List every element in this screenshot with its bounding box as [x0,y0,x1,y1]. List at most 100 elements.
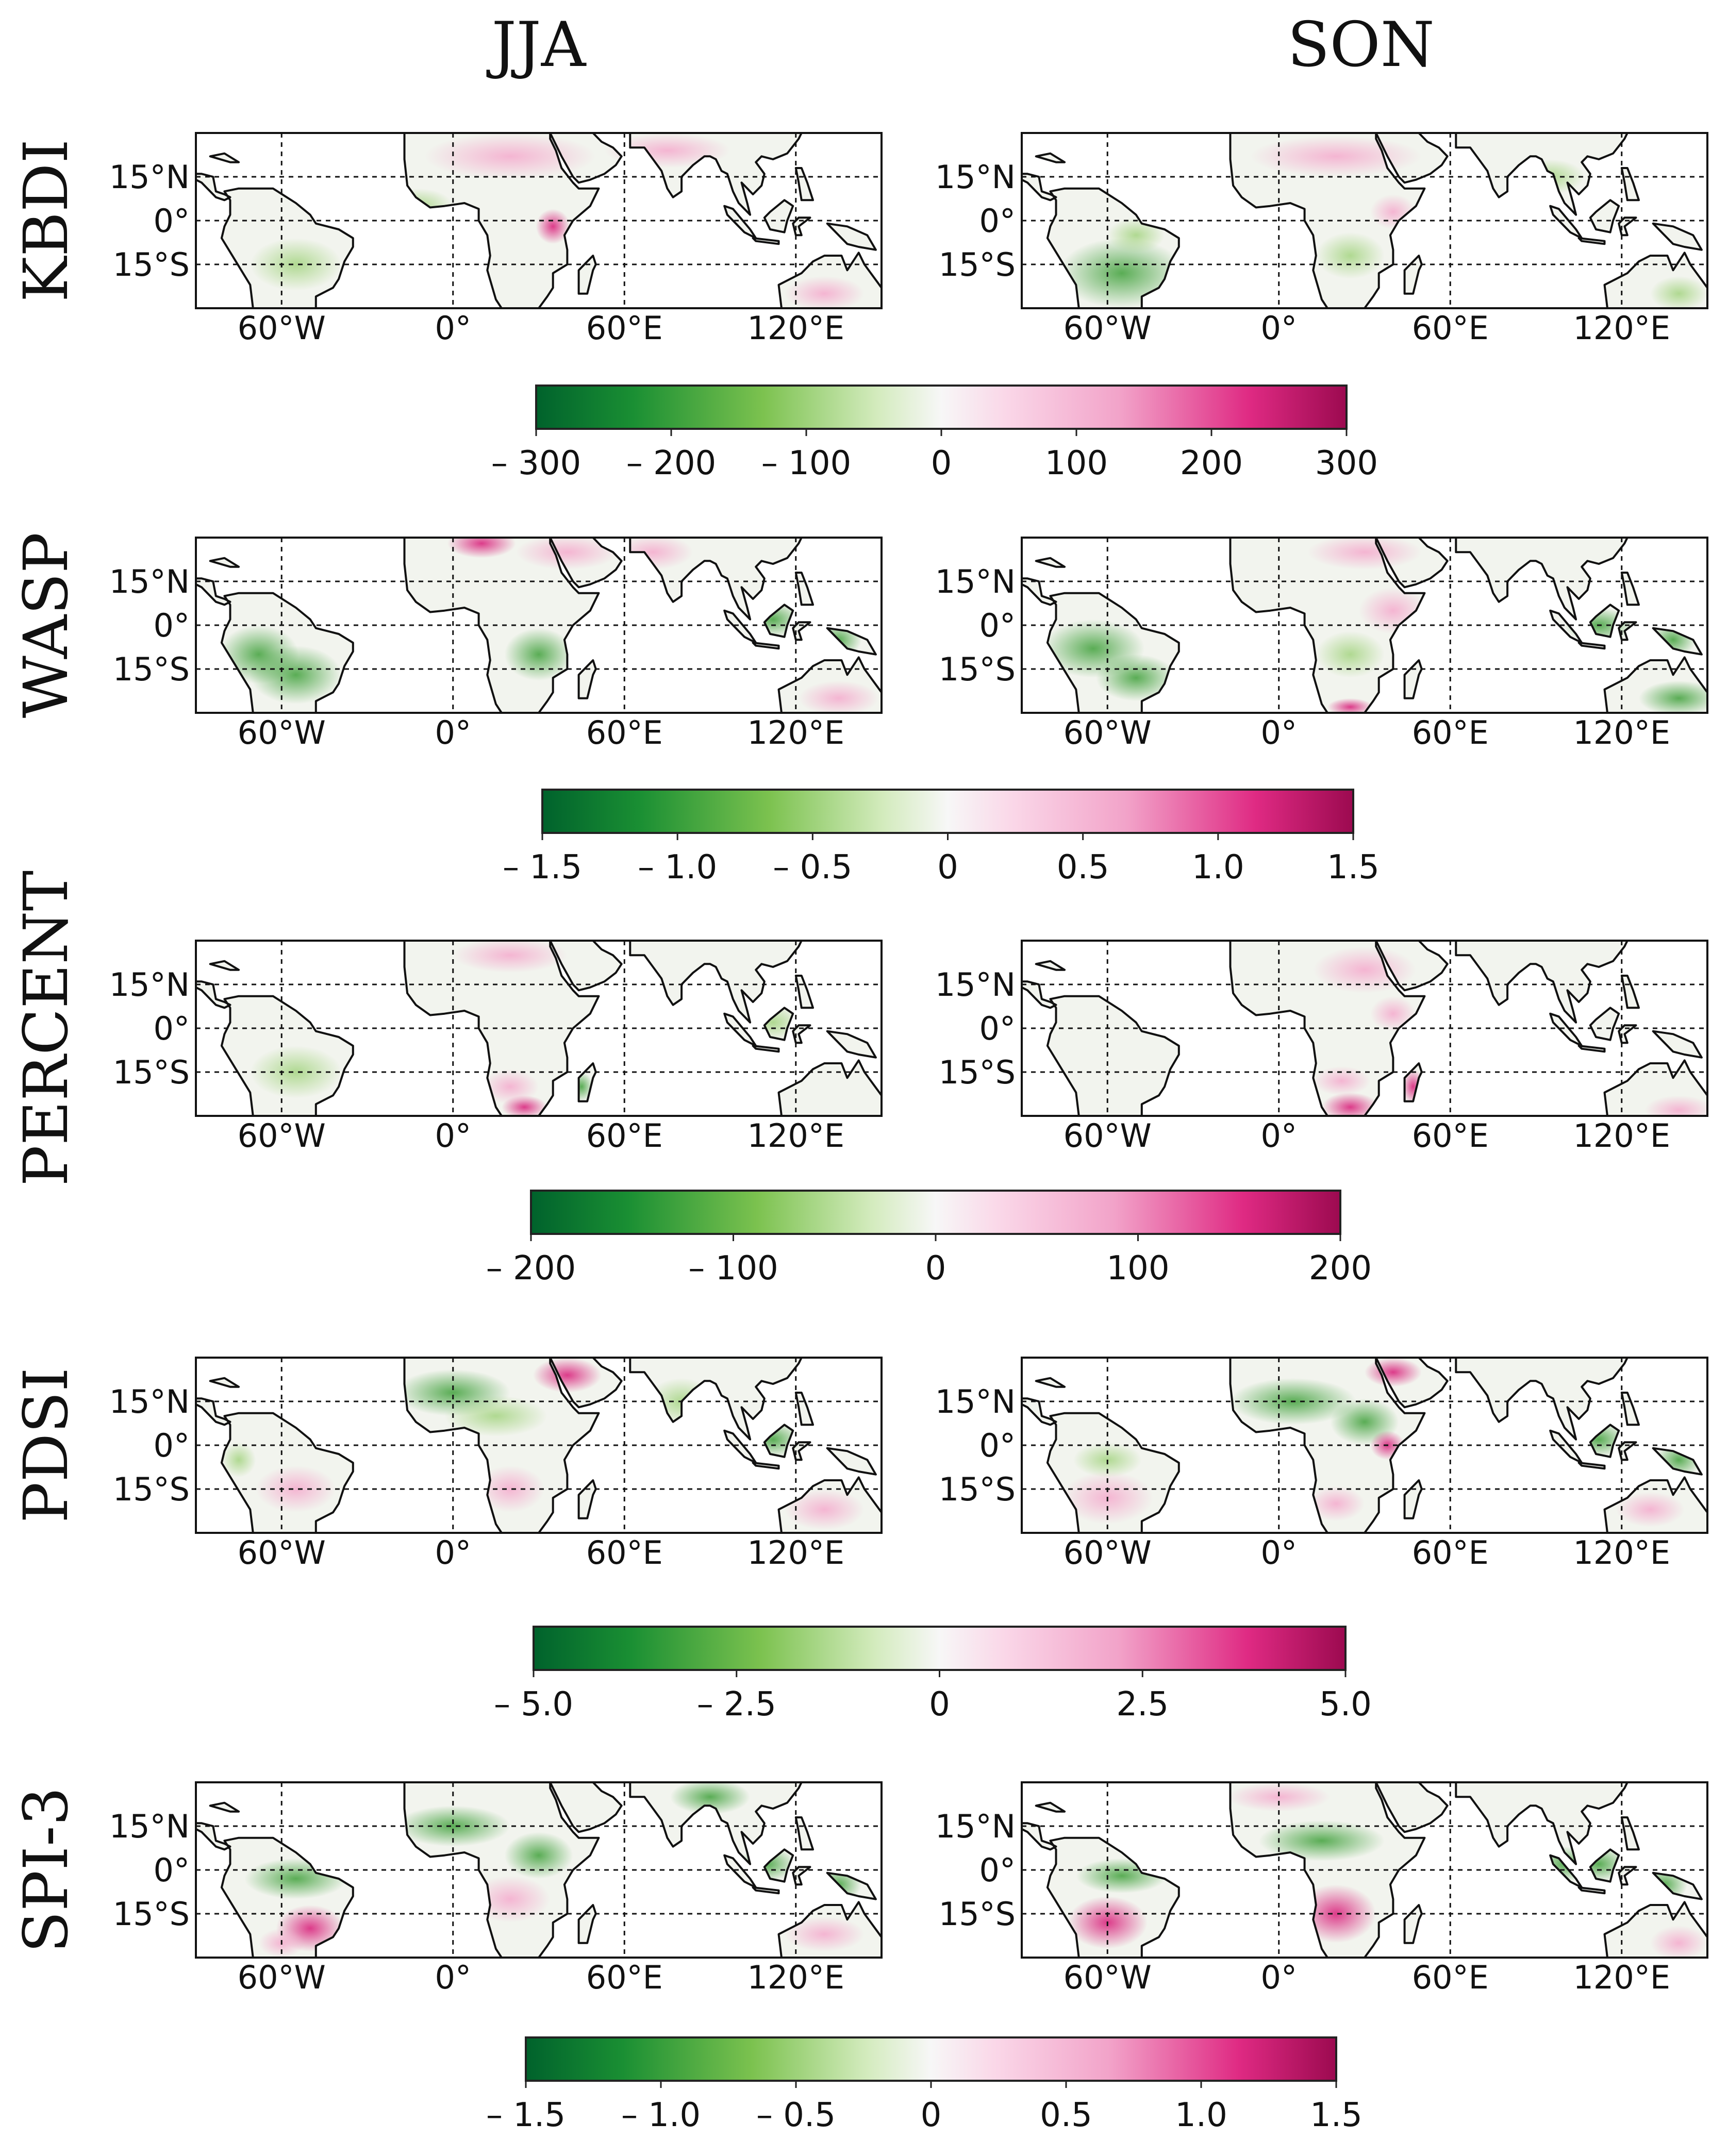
map-percent-son: 15°N 0° 15°S 60°W 0° 60°E 120°E [935,940,1708,1155]
coastline-borneo [1589,1424,1620,1458]
coastline-australia [777,1059,882,1116]
lat-tick-label: 0° [979,1427,1016,1464]
coastline-cuba [1035,152,1066,163]
land-sumatra [724,206,756,238]
coastline-india [629,1358,803,1441]
coastline-india [1455,1782,1629,1865]
coastline-borneo [763,1007,794,1041]
lon-tick-label: 60°E [1412,309,1489,347]
lon-tick-label: 0° [435,1534,471,1572]
lat-tick-label: 0° [154,202,190,240]
colorbar-tick-label: – 200 [626,444,717,482]
land-newGuinea [1653,1031,1702,1058]
coastline-philippines [794,572,814,606]
coastline-centralAmerica [1022,173,1057,202]
anomaly-blob [221,1442,256,1478]
coastline-cuba [1035,557,1066,568]
coastline-arabia [549,538,623,589]
map-frame [195,940,883,1117]
coastline-africaNorth [403,1358,600,1533]
coastline-cuba [209,1801,240,1813]
row-title-pdsi: PDSI [10,1367,81,1523]
land-india [1456,1358,1627,1440]
land-india [1456,133,1627,215]
coastline-southAmerica [220,187,354,308]
coastline-southAmerica [220,592,354,713]
row-spi-3: SPI-3 15°N 0° 15°S 60°W 0° 60°E 120°E 15°N 0° 15°S… [10,1781,1708,2134]
land-sumatra [1550,206,1582,238]
coastline-australia [777,1901,882,1958]
anomaly-blob [1365,1358,1422,1387]
coastline-borneo [1589,1007,1620,1041]
lat-tick-label: 0° [154,607,190,644]
anomaly-blob [444,1395,547,1436]
coastline-borneo [763,1424,794,1458]
colorbar-tick-label: 0.5 [1040,2096,1092,2134]
coastline-arabia [549,1358,623,1409]
coastline-africaNorth [403,1782,600,1958]
map-rows: KBDI 15°N 0° 15°S 60°W 0° 60°E 120°E 15°N 0° 15°S 6… [10,132,1708,2134]
lat-tick-label: 0° [979,1010,1016,1047]
land-sulawesi [1619,1025,1636,1043]
colorbar-tick-label: 100 [1045,444,1108,482]
land-newGuinea [827,1448,876,1475]
land-newGuinea [1653,223,1702,250]
lon-tick-label: 0° [1261,309,1297,347]
lat-tick-label: 15°N [935,1808,1016,1845]
lat-tick-label: 15°N [109,1383,190,1420]
anomaly-blob [1650,1925,1707,1958]
colorbar-tick-label: 1.5 [1310,2096,1363,2134]
map-spi-3-son: 15°N 0° 15°S 60°W 0° 60°E 120°E [935,1781,1708,1996]
coastline-australia [1603,252,1707,308]
lat-tick-label: 15°S [939,650,1016,688]
anomaly-blob [395,1806,510,1847]
map-wasp-jja: 15°N 0° 15°S 60°W 0° 60°E 120°E [109,537,883,751]
lon-tick-label: 120°E [747,309,844,347]
lon-tick-label: 60°E [586,1534,663,1572]
row-title-percent: PERCENT [10,871,81,1186]
coastline-philippines [794,1392,814,1426]
coastline-java [752,642,780,650]
coastline-arabia [1375,1782,1449,1833]
anomaly-blob [1644,1095,1707,1116]
lon-tick-label: 60°W [238,1534,326,1572]
coastline-southAmerica [220,1412,354,1533]
anomaly-blob [784,1489,865,1530]
lon-tick-label: 60°W [238,309,326,347]
lon-tick-label: 0° [435,309,471,347]
lat-tick-label: 15°S [113,246,190,283]
lat-tick-label: 15°N [935,1383,1016,1420]
anomaly-blob [1307,1486,1365,1522]
land-sulawesi [1619,218,1636,236]
coastline-australia [1603,1901,1707,1958]
coastline-india [1455,1358,1629,1441]
coastline-newGuinea [826,222,877,251]
land-sumatra [724,1430,756,1463]
anomaly-blob [784,276,865,308]
map-frame [195,132,883,309]
coastline-newGuinea [826,627,877,656]
lon-tick-label: 60°W [1064,1117,1152,1155]
coastline-africaNorth [403,941,600,1116]
anomaly-blob [1096,654,1176,701]
row-title-kbdi: KBDI [10,139,81,302]
lon-tick-label: 60°W [238,714,326,751]
colorbar-gradient [534,1627,1345,1670]
coastline-india [629,941,803,1024]
lat-tick-label: 0° [154,1010,190,1047]
coastline-newGuinea [1652,222,1703,251]
lon-tick-label: 120°E [747,1117,844,1155]
coastline-centralAmerica [1022,577,1057,606]
lon-tick-label: 0° [435,1117,471,1155]
colorbar-tick-label: – 0.5 [773,848,852,887]
lat-tick-label: 15°N [935,563,1016,600]
lat-tick-label: 0° [154,1427,190,1464]
coastline-africaNorth [1229,1358,1426,1533]
coastline-java [752,1886,780,1895]
lat-tick-label: 0° [979,202,1016,240]
coastline-java [1577,1886,1606,1895]
land-sumatra [724,1013,756,1046]
lat-tick-label: 15°S [939,246,1016,283]
colorbar-gradient [531,1191,1340,1234]
coastline-australia [777,1476,882,1533]
